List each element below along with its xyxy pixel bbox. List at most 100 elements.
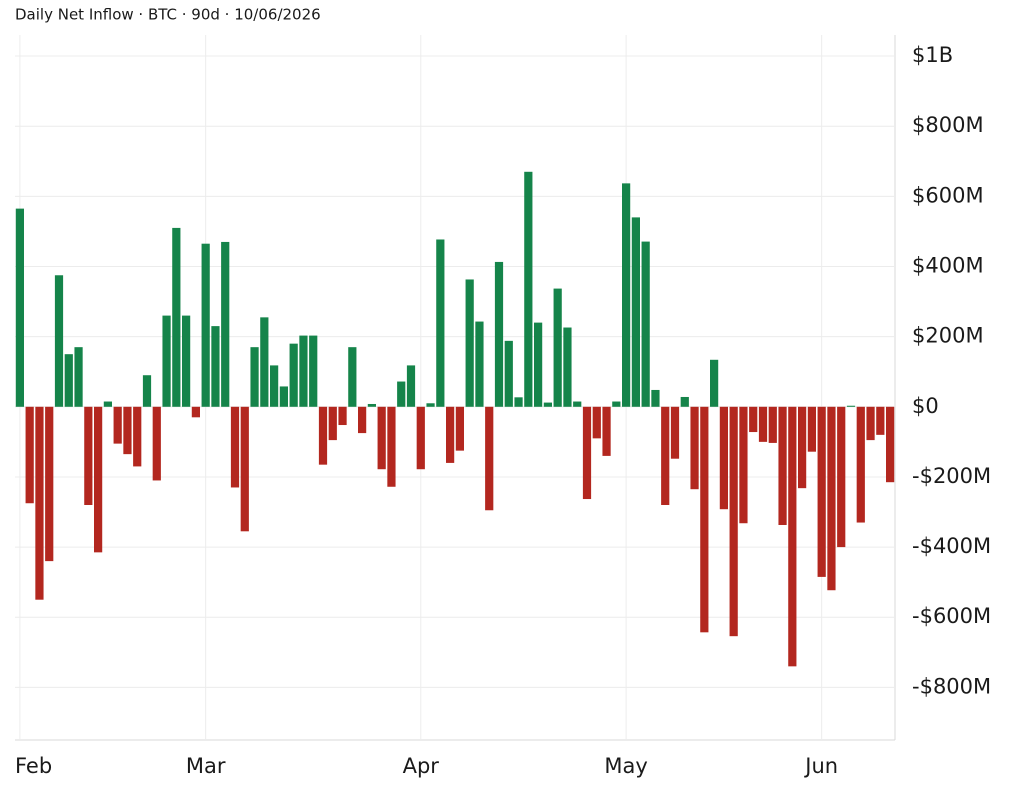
bar <box>221 241 230 407</box>
bar <box>387 406 396 487</box>
bar <box>94 406 103 553</box>
bar <box>299 335 308 407</box>
x-tick-label: May <box>604 754 647 778</box>
y-tick-label: $0 <box>912 394 939 418</box>
bar <box>455 406 464 451</box>
bar <box>670 406 680 459</box>
bar <box>358 406 367 434</box>
bar <box>240 406 249 532</box>
bar <box>25 406 34 504</box>
bar <box>514 397 523 407</box>
bar <box>602 406 611 456</box>
y-tick-label: -$400M <box>912 534 991 558</box>
bar <box>123 406 132 455</box>
bar <box>729 406 738 637</box>
bar <box>690 406 699 490</box>
bar <box>631 217 640 407</box>
bar <box>494 261 504 407</box>
bar <box>406 365 416 407</box>
bar <box>485 406 494 511</box>
bar <box>798 406 807 489</box>
bar <box>377 406 386 470</box>
bar <box>827 406 836 591</box>
bar <box>680 396 689 407</box>
bar <box>768 406 777 443</box>
bar <box>778 406 787 525</box>
bar <box>886 406 895 483</box>
bar <box>807 406 816 452</box>
bar <box>289 343 298 407</box>
y-tick-label: $1B <box>912 43 953 67</box>
bar <box>837 406 846 548</box>
bar <box>788 406 797 667</box>
x-tick-label: Apr <box>403 754 440 778</box>
x-tick-label: Jun <box>803 754 838 778</box>
y-tick-label: $200M <box>912 324 984 348</box>
bar <box>504 340 513 407</box>
bar <box>84 406 93 505</box>
bar <box>612 401 621 407</box>
bar <box>846 405 856 407</box>
bar <box>856 406 865 523</box>
y-tick-label: -$200M <box>912 464 991 488</box>
bar <box>74 347 83 407</box>
bar <box>162 315 171 407</box>
bar <box>592 406 601 439</box>
bar <box>641 241 650 407</box>
bar <box>710 359 719 407</box>
y-tick-label: $800M <box>912 113 984 137</box>
bar <box>534 322 543 407</box>
bar <box>201 243 210 407</box>
bar <box>582 406 592 500</box>
bar <box>475 321 484 407</box>
bar <box>250 347 259 407</box>
bar <box>45 406 54 562</box>
bar <box>191 406 200 418</box>
bar <box>182 315 191 407</box>
bar <box>700 406 709 633</box>
bar <box>543 402 552 407</box>
bar <box>172 227 181 407</box>
bar <box>35 406 44 600</box>
y-tick-label: $400M <box>912 253 984 277</box>
bar <box>573 401 582 407</box>
bar <box>328 406 337 441</box>
x-tick-label: Mar <box>186 754 226 778</box>
bar <box>15 208 24 407</box>
bar <box>416 406 425 470</box>
bar <box>348 347 357 407</box>
y-tick-label: $600M <box>912 183 984 207</box>
bar <box>211 326 220 407</box>
bar <box>142 375 152 407</box>
chart-title: Daily Net Inflow · BTC · 90d · 10/06/202… <box>15 6 321 24</box>
y-tick-label: -$600M <box>912 604 991 628</box>
y-tick-label: -$800M <box>912 674 991 698</box>
bar <box>524 171 533 407</box>
bar <box>279 386 288 407</box>
bar <box>152 406 161 481</box>
bar <box>876 406 885 435</box>
bar <box>749 406 758 433</box>
bar <box>270 365 279 407</box>
bar <box>446 406 455 463</box>
bar <box>553 288 562 407</box>
bar <box>739 406 748 524</box>
bar <box>866 406 875 441</box>
bar <box>651 389 660 407</box>
bar <box>719 406 728 510</box>
bar <box>260 317 269 407</box>
bar <box>436 239 445 407</box>
bar <box>230 406 240 488</box>
bar <box>318 406 328 465</box>
bar <box>103 401 112 407</box>
bar <box>563 327 572 407</box>
bar <box>367 403 376 407</box>
bar <box>338 406 347 426</box>
bar <box>54 275 64 407</box>
bar <box>64 354 73 407</box>
bar <box>465 279 474 407</box>
bar <box>397 381 406 407</box>
bar <box>622 183 631 407</box>
bar <box>426 403 435 407</box>
